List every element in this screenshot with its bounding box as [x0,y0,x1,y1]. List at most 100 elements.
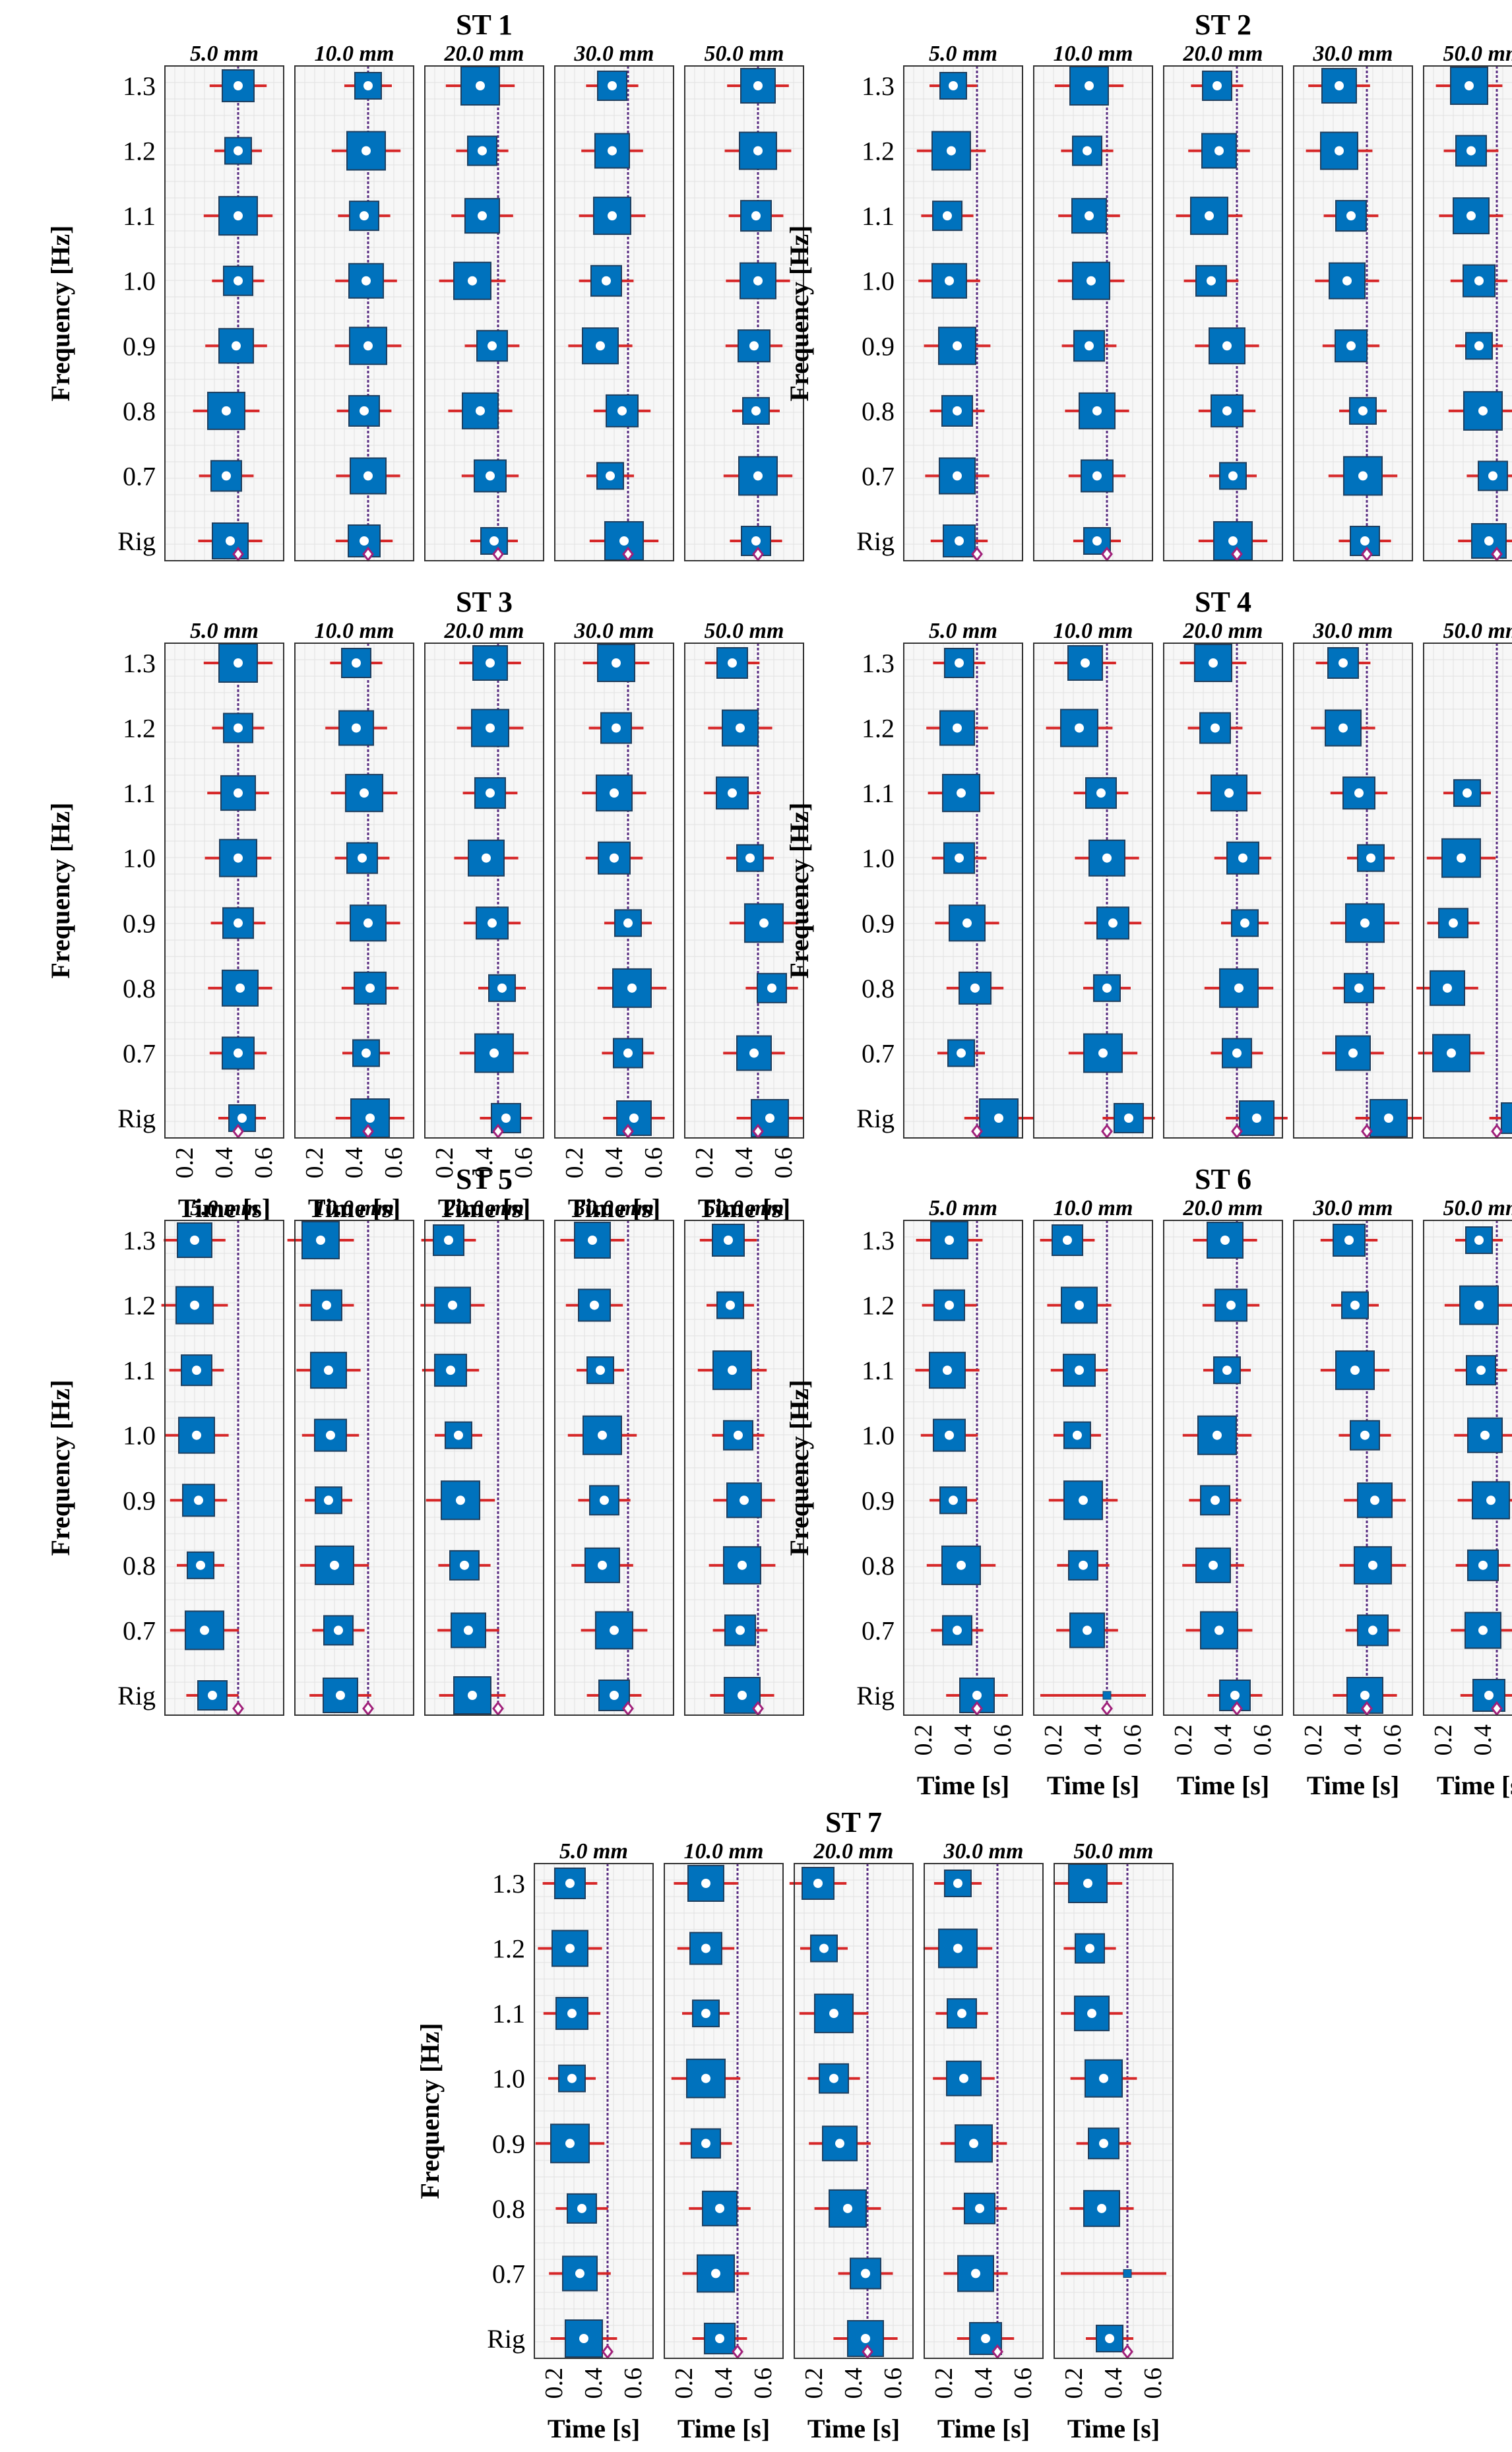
mean-marker [588,1236,597,1245]
mean-marker [1085,341,1094,351]
mean-marker [606,471,615,481]
x-axis-label: Time [s] [438,1193,530,1223]
mean-marker [751,406,761,416]
panel: 20.0 mm [1163,42,1283,562]
panel: 20.0 mm 0.2 0.4 0.6 Time [s] [424,619,544,1223]
mean-marker [365,1114,375,1123]
mean-marker [612,723,621,733]
mean-marker [1099,2073,1108,2083]
mean-marker [610,853,619,863]
panel-title: 50.0 mm [705,619,784,643]
mean-marker [945,1300,954,1310]
panel-title: 20.0 mm [444,619,524,643]
y-tick-label: 0.7 [492,2259,525,2288]
y-tick-label: 0.7 [123,1616,156,1645]
x-tick-label: 0.2 [171,1147,199,1179]
mean-marker [575,2269,584,2279]
mean-marker [1366,853,1375,863]
mean-marker [629,1114,639,1123]
x-axis-label: Time [s] [548,2414,640,2443]
mean-marker [322,1300,331,1310]
mean-marker [1096,788,1106,798]
y-tick-label: 1.1 [862,201,895,231]
x-tick-label: 0.6 [250,1147,278,1179]
x-tick-label: 0.4 [970,2368,997,2399]
x-axis-label: Time [s] [1437,1771,1512,1800]
x-axis-label: Time [s] [178,1193,270,1223]
mean-marker [627,983,637,993]
mean-marker [608,146,617,156]
panel-title: 5.0 mm [190,619,259,643]
y-tick-label: 1.2 [862,1291,895,1321]
mean-marker [234,1048,243,1058]
panel-border [1293,65,1413,561]
mean-marker [1205,211,1214,221]
mean-marker [456,1495,465,1505]
box [1501,1102,1512,1134]
mean-marker [1220,1236,1230,1245]
y-tick-label: 1.0 [123,267,156,296]
mean-marker [623,918,633,928]
chart-title: ST 6 [1195,1163,1251,1195]
mean-marker [1097,2203,1106,2213]
chart-group: ST 4 Frequency [Hz] 1.3 1.2 1.1 1.0 0.9 0.8 0.7 R… [784,586,1512,1139]
mean-marker [446,1366,455,1375]
mean-marker [1474,276,1484,286]
mean-marker [567,2073,577,2083]
panel-border [1033,643,1153,1139]
mean-marker [190,1236,199,1245]
x-tick-label: 0.6 [1379,1724,1406,1756]
panel-title: 30.0 mm [943,1839,1024,1864]
x-axis-label: Time [s] [917,1771,1009,1800]
panel-title: 5.0 mm [929,1196,997,1220]
y-tick-label: 1.2 [862,714,895,743]
chart-title: ST 2 [1195,9,1251,41]
y-tick-label: 0.7 [862,1616,895,1645]
mean-marker [819,1943,829,1953]
mean-marker [1075,1366,1084,1375]
mean-marker [701,1943,710,1953]
mean-marker [324,1495,333,1505]
y-axis-label: Frequency [Hz] [784,803,814,979]
panel-border [294,643,414,1139]
mean-marker [711,2269,720,2279]
mean-marker [608,81,617,90]
mean-marker [1214,146,1224,156]
mean-marker [1234,983,1244,993]
mean-marker [598,1560,607,1570]
panel-border [684,65,804,561]
mean-marker [482,853,491,863]
mean-marker [861,2269,870,2279]
mean-marker [1346,341,1356,351]
x-axis-label: Time [s] [937,2414,1030,2443]
panel-title: 50.0 mm [705,1196,784,1220]
x-tick-label: 0.2 [800,2368,828,2399]
mean-marker [1339,723,1348,733]
mean-marker [1474,1300,1484,1310]
box [704,2323,736,2354]
mean-marker [486,788,495,798]
mean-marker [352,658,361,668]
mean-marker [363,918,373,928]
mean-marker [1474,341,1484,351]
box [178,1416,215,1454]
y-tick-label: 1.0 [862,1421,895,1451]
x-tick-label: 0.4 [580,2368,608,2399]
x-tick-label: 0.6 [1139,2368,1167,2399]
y-tick-label: 0.9 [862,908,895,938]
mean-marker [196,1560,205,1570]
panel-border [164,1220,284,1716]
mean-marker [590,1300,599,1310]
y-tick-label: Rig [117,526,156,556]
mean-marker [1085,211,1094,221]
x-tick-label: 0.4 [840,2368,867,2399]
mean-marker [190,1300,199,1310]
x-tick-label: 0.4 [1100,2368,1127,2399]
mean-marker [610,788,619,798]
mean-marker [1354,788,1364,798]
box [1123,2269,1132,2278]
box [181,1354,212,1387]
panel-border [424,1220,544,1716]
y-tick-label: 0.8 [492,2194,525,2224]
mean-marker [610,1691,619,1700]
